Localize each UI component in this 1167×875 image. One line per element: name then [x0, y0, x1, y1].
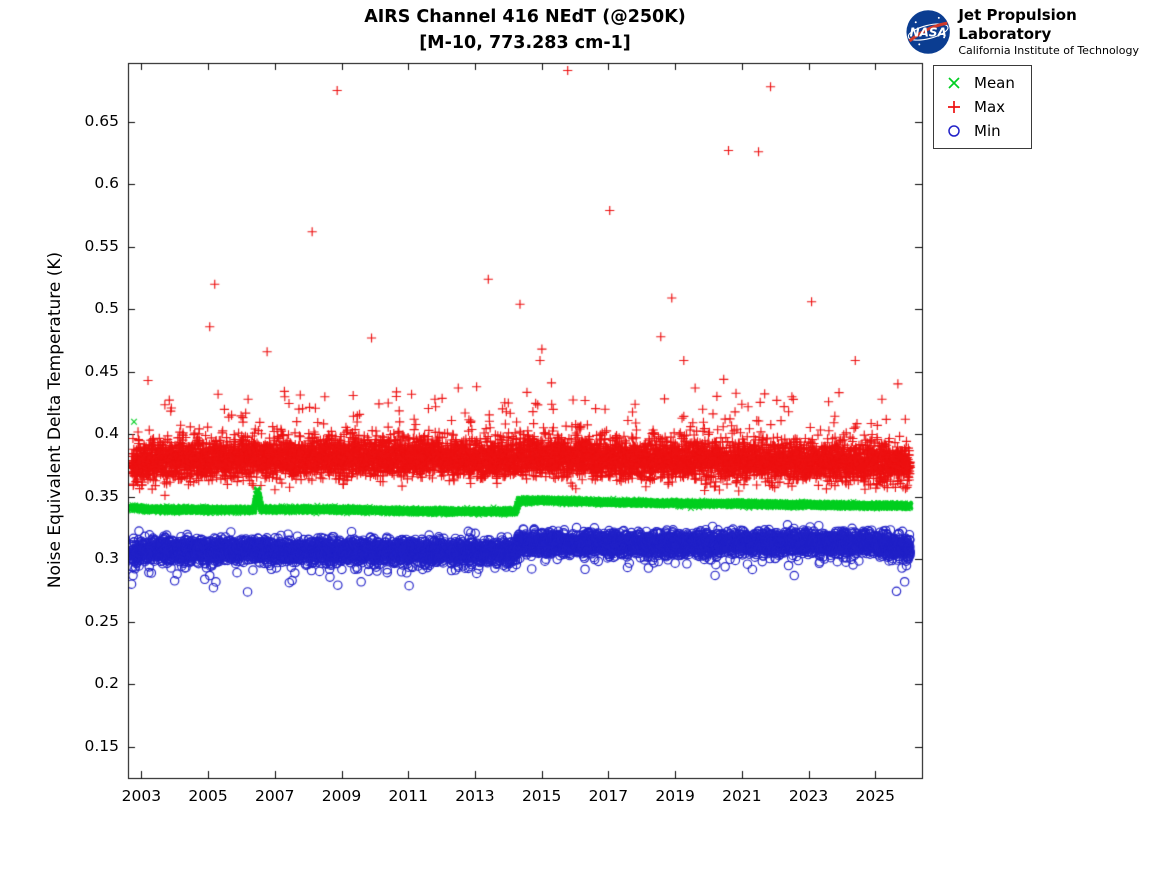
y-tick-label: 0.15 [84, 736, 119, 755]
y-tick-label: 0.55 [84, 236, 119, 255]
chart-title-line1: AIRS Channel 416 NEdT (@250K) [364, 7, 686, 27]
y-tick-label: 0.25 [84, 611, 119, 630]
x-tick-label: 2011 [388, 787, 428, 805]
nasa-wordmark: NASA [910, 25, 947, 39]
legend-entry-mean: Mean [943, 71, 1015, 95]
x-tick-label: 2019 [655, 787, 695, 805]
x-tick-label: 2025 [855, 787, 895, 805]
x-tick-label: 2005 [188, 787, 228, 805]
jpl-subtitle: California Institute of Technology [958, 44, 1139, 57]
chart-title-line2: [M-10, 773.283 cm-1] [419, 33, 631, 53]
legend-entry-max: Max [943, 95, 1015, 119]
legend-entry-min: Min [943, 119, 1015, 143]
y-tick-label: 0.3 [94, 549, 119, 568]
mean-marker-icon [948, 77, 960, 89]
y-tick-label: 0.2 [94, 674, 119, 693]
x-tick-label: 2013 [455, 787, 495, 805]
legend-label-max: Max [974, 98, 1006, 116]
nasa-meatball-icon: NASA [906, 9, 950, 54]
jpl-text-block: Jet Propulsion Laboratory California Ins… [958, 6, 1167, 57]
legend-label-mean: Mean [974, 74, 1015, 92]
nasa-jpl-logo: NASA Jet Propulsion Laboratory Californi… [906, 6, 1167, 57]
y-tick-label: 0.4 [94, 424, 119, 443]
x-tick-label: 2017 [588, 787, 629, 805]
x-tick-label: 2009 [321, 787, 362, 805]
jpl-title: Jet Propulsion Laboratory [958, 6, 1077, 43]
y-tick-label: 0.45 [84, 361, 119, 380]
y-tick-label: 0.65 [84, 111, 119, 130]
legend: Mean Max Min [933, 65, 1032, 149]
x-tick-label: 2007 [255, 787, 295, 805]
y-tick-label: 0.35 [84, 486, 119, 505]
max-marker-icon [948, 101, 960, 113]
y-tick-label: 0.6 [94, 174, 119, 193]
x-tick-label: 2021 [722, 787, 762, 805]
min-marker-icon [948, 125, 960, 137]
y-tick-label: 0.5 [94, 299, 119, 318]
chart-title: AIRS Channel 416 NEdT (@250K) [M-10, 773… [128, 4, 922, 56]
x-tick-label: 2023 [788, 787, 829, 805]
legend-label-min: Min [974, 122, 1001, 140]
x-tick-label: 2003 [121, 787, 162, 805]
x-tick-label: 2015 [521, 787, 562, 805]
